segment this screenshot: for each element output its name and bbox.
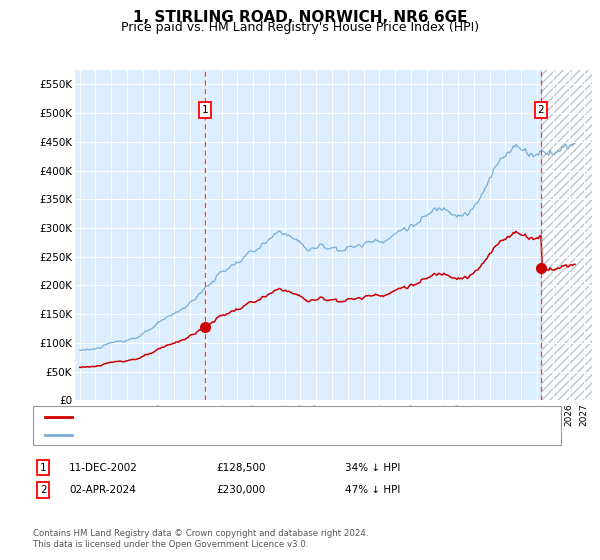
Text: 47% ↓ HPI: 47% ↓ HPI (345, 485, 400, 495)
Text: 02-APR-2024: 02-APR-2024 (69, 485, 136, 495)
Text: 11-DEC-2002: 11-DEC-2002 (69, 463, 138, 473)
Text: 1, STIRLING ROAD, NORWICH, NR6 6GE: 1, STIRLING ROAD, NORWICH, NR6 6GE (133, 10, 467, 25)
Text: 1: 1 (40, 463, 47, 473)
Text: £128,500: £128,500 (216, 463, 265, 473)
Text: Contains HM Land Registry data © Crown copyright and database right 2024.
This d: Contains HM Land Registry data © Crown c… (33, 529, 368, 549)
Text: 34% ↓ HPI: 34% ↓ HPI (345, 463, 400, 473)
Text: 1, STIRLING ROAD, NORWICH, NR6 6GE (detached house): 1, STIRLING ROAD, NORWICH, NR6 6GE (deta… (81, 412, 381, 422)
Text: 2: 2 (538, 105, 544, 115)
Text: £230,000: £230,000 (216, 485, 265, 495)
Bar (541, 55, 592, 400)
Text: 2: 2 (40, 485, 47, 495)
Text: HPI: Average price, detached house, Norwich: HPI: Average price, detached house, Norw… (81, 430, 316, 440)
Text: 1: 1 (202, 105, 208, 115)
Text: Price paid vs. HM Land Registry's House Price Index (HPI): Price paid vs. HM Land Registry's House … (121, 21, 479, 34)
